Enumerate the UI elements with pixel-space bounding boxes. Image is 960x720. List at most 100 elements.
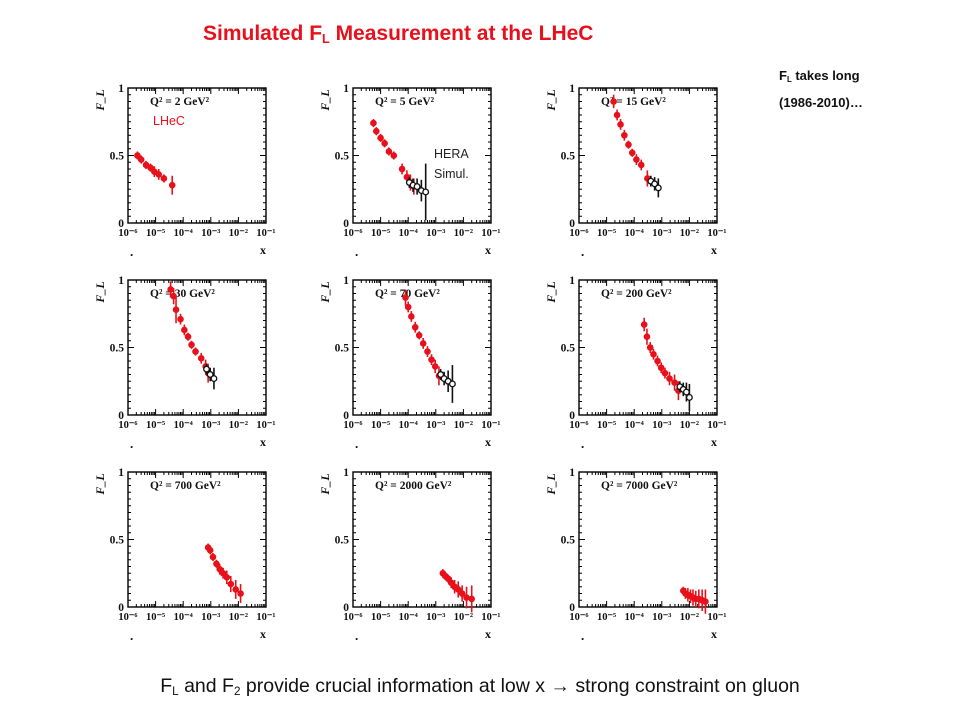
lhec-point <box>646 344 654 351</box>
hera-annotation: HERA Simul. <box>434 144 469 184</box>
plot-frame <box>578 87 718 224</box>
lhec-point <box>640 321 648 328</box>
lhec-point <box>625 141 632 148</box>
lhec-point <box>411 323 419 331</box>
fl-plot-panel: 0 0.5 1 10⁻⁶ 10⁻⁵ 10⁻⁴ 10⁻³ 10⁻² 10⁻¹ x F_L. Q² = 2… <box>93 83 276 259</box>
lhec-point <box>671 379 678 386</box>
x-tick-label: 10⁻⁴ <box>625 228 645 239</box>
title-subscript: L <box>322 32 330 47</box>
lhec-point <box>219 569 227 577</box>
x-tick-label: 10⁻¹ <box>707 612 726 623</box>
y-tick-label: 1 <box>118 275 124 287</box>
x-tick-label: 10⁻⁵ <box>371 420 390 431</box>
lhec-point <box>147 164 154 171</box>
plot-frame <box>352 87 492 224</box>
lhec-point <box>661 369 669 377</box>
y-tick-label: 0 <box>118 602 124 614</box>
x-tick-label: 10⁻⁶ <box>343 420 362 431</box>
x-tick-label: 10⁻³ <box>426 612 445 623</box>
x-tick-label: 10⁻² <box>680 612 699 623</box>
q2-label: Q² = 30 GeV² <box>150 288 215 300</box>
plot-frame <box>352 471 492 608</box>
lhec-point <box>160 175 168 182</box>
q2-label: Q² = 5 GeV² <box>375 96 435 108</box>
y-tick-label: 1 <box>118 467 124 479</box>
x-axis-label: x <box>485 627 491 641</box>
y-axis-label: F_L <box>318 473 332 495</box>
q2-label: Q² = 2 GeV² <box>150 96 210 108</box>
lhec-point <box>197 355 205 362</box>
lhec-point <box>657 364 665 372</box>
q2-label: Q² = 2000 GeV² <box>375 480 452 492</box>
x-tick-label: 10⁻⁴ <box>625 612 645 623</box>
title-main: Simulated F <box>203 22 323 45</box>
lhec-point <box>628 149 636 157</box>
x-tick-label: 10⁻⁵ <box>146 420 165 431</box>
lhec-point <box>172 306 180 314</box>
axis-dot: . <box>355 436 358 451</box>
lhec-point <box>650 350 657 358</box>
x-tick-label: 10⁻² <box>229 420 248 431</box>
y-tick-label: 0 <box>569 218 575 230</box>
axis-dot: . <box>355 628 358 643</box>
axis-dot: . <box>130 436 133 451</box>
lhec-point <box>643 333 651 341</box>
x-tick-label: 10⁻⁵ <box>597 228 616 239</box>
y-tick-label: 0.5 <box>110 151 125 163</box>
x-tick-label: 10⁻⁶ <box>569 228 588 239</box>
x-tick-label: 10⁻³ <box>426 228 445 239</box>
y-tick-label: 1 <box>343 83 349 95</box>
lhec-point <box>621 131 628 139</box>
x-axis-label: x <box>485 243 491 257</box>
x-tick-label: 10⁻⁴ <box>174 420 194 431</box>
x-axis-label: x <box>711 435 717 449</box>
footer-s1: L <box>172 684 179 698</box>
lhec-point <box>232 586 240 593</box>
y-tick-label: 0 <box>118 410 124 422</box>
side-note-main: F <box>779 68 787 83</box>
lhec-point <box>155 171 163 178</box>
fl-plot-panel: 0 0.5 1 10⁻⁶ 10⁻⁵ 10⁻⁴ 10⁻³ 10⁻² 10⁻¹ x F_L. Q² = 2… <box>544 275 727 451</box>
x-tick-label: 10⁻³ <box>201 420 220 431</box>
lhec-point <box>370 119 377 127</box>
y-tick-label: 1 <box>569 467 575 479</box>
lhec-point <box>137 156 145 163</box>
y-tick-label: 1 <box>343 275 349 287</box>
x-tick-label: 10⁻⁴ <box>399 612 419 623</box>
axis-dot: . <box>130 628 133 643</box>
y-axis-label: F_L <box>544 281 558 303</box>
hera-point <box>422 188 430 196</box>
axis-dot: . <box>581 628 584 643</box>
y-tick-label: 1 <box>569 83 575 95</box>
fl-plot-panel: 0 0.5 1 10⁻⁶ 10⁻⁵ 10⁻⁴ 10⁻³ 10⁻² 10⁻¹ x F_L. Q² = 7… <box>318 275 501 451</box>
hera-point <box>448 380 456 388</box>
x-tick-label: 10⁻⁴ <box>399 420 419 431</box>
lhec-point <box>428 356 435 363</box>
x-tick-label: 10⁻² <box>454 612 473 623</box>
lhec-point <box>223 574 231 581</box>
hera-point <box>203 365 210 373</box>
y-tick-label: 1 <box>343 467 349 479</box>
lhec-point <box>377 134 384 142</box>
q2-label: Q² = 15 GeV² <box>601 96 666 108</box>
x-tick-label: 10⁻¹ <box>481 420 500 431</box>
x-axis-label: x <box>485 435 491 449</box>
x-tick-label: 10⁻⁵ <box>146 228 165 239</box>
lhec-point <box>702 598 709 605</box>
title-rest: Measurement at the LHeC <box>329 22 594 45</box>
y-tick-label: 0.5 <box>335 151 350 163</box>
x-tick-label: 10⁻¹ <box>481 612 500 623</box>
arrow-icon: → <box>550 675 570 697</box>
lhec-point <box>213 560 220 568</box>
plot-frame <box>578 471 718 608</box>
hera-point <box>685 394 693 401</box>
x-tick-label: 10⁻⁶ <box>118 228 137 239</box>
x-tick-label: 10⁻⁶ <box>118 612 137 623</box>
y-tick-label: 0 <box>569 410 575 422</box>
lhec-point <box>424 348 431 355</box>
x-tick-label: 10⁻³ <box>652 420 671 431</box>
lhec-point <box>398 165 406 173</box>
hera-point <box>682 388 690 396</box>
hera-point <box>651 180 659 188</box>
x-axis-label: x <box>260 243 266 257</box>
